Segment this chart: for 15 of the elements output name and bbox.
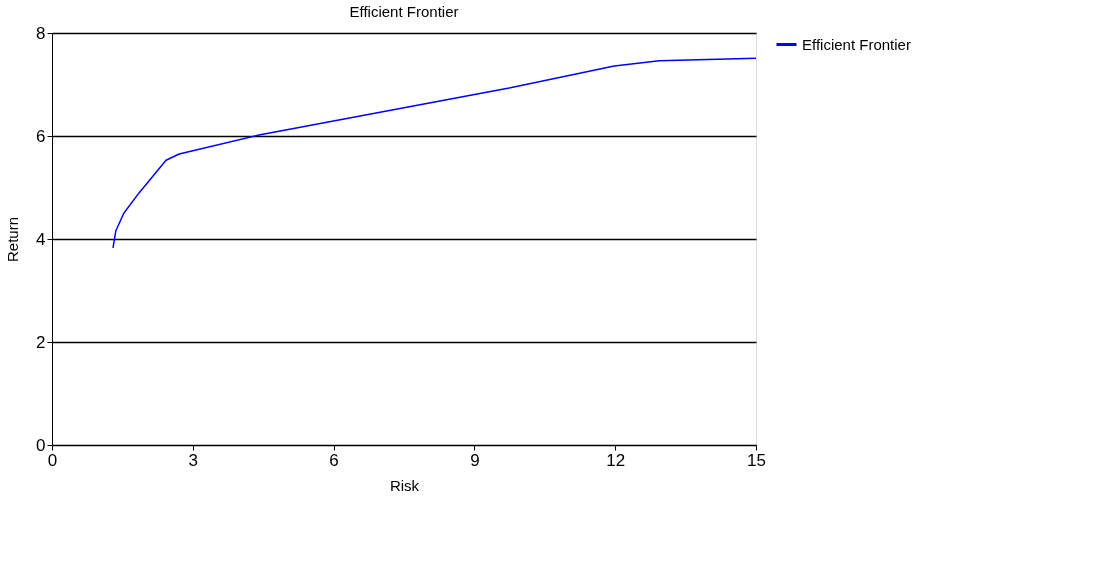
y-tick-label: 0 <box>36 435 46 455</box>
x-tick-label: 15 <box>747 450 766 470</box>
x-tick-label: 3 <box>188 450 199 470</box>
y-axis-title: Return <box>4 216 22 263</box>
line-series <box>112 57 757 249</box>
y-tick-label: 2 <box>36 332 46 352</box>
y-tick-label: 6 <box>36 126 46 146</box>
y-tick-label: 8 <box>36 23 46 43</box>
chart-title: Efficient Frontier <box>349 3 459 20</box>
legend-label: Efficient Frontier <box>802 35 911 53</box>
y-tick-label: 4 <box>36 229 46 249</box>
x-tick-label: 6 <box>329 450 339 470</box>
x-tick-label: 9 <box>470 450 480 470</box>
x-tick-label: 12 <box>606 450 626 470</box>
x-axis-title: Risk <box>389 476 420 494</box>
